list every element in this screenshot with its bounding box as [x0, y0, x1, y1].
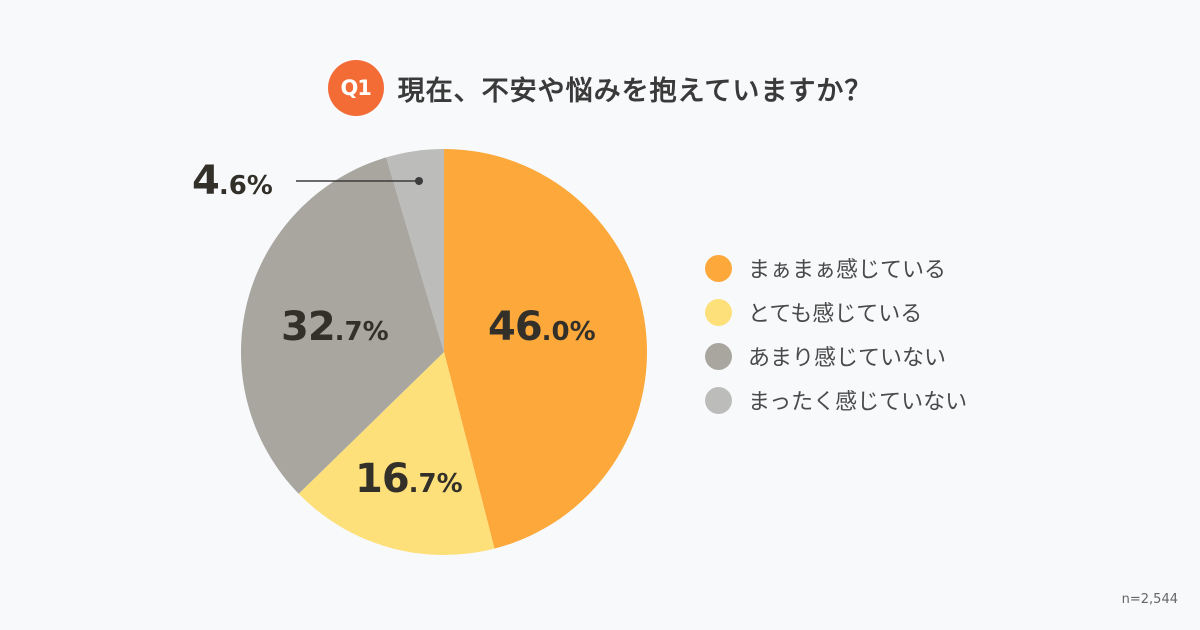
legend-item-not-at-all: まったく感じていない	[705, 378, 967, 422]
chart-title-row: Q1 現在、不安や悩みを抱えていますか？	[0, 60, 1200, 116]
leader-dot	[415, 177, 423, 185]
slice-somewhat	[444, 149, 647, 549]
chart-title: 現在、不安や悩みを抱えていますか？	[397, 75, 873, 107]
legend: まぁまぁ感じている とても感じている あまり感じていない まったく感じていない	[705, 246, 967, 422]
legend-label: あまり感じていない	[748, 346, 947, 371]
slice-label-not-much: 32.7%	[281, 304, 389, 350]
legend-swatch	[705, 298, 732, 326]
slice-label-not-at-all: 4.6%	[192, 158, 273, 204]
legend-label: まぁまぁ感じている	[748, 258, 947, 283]
legend-item-very: とても感じている	[705, 290, 967, 334]
legend-swatch	[705, 254, 732, 282]
slice-very	[298, 352, 495, 555]
legend-item-not-much: あまり感じていない	[705, 334, 967, 378]
question-badge: Q1	[327, 60, 384, 116]
legend-label: とても感じている	[748, 302, 923, 327]
slice-not-at-all	[386, 149, 444, 352]
slice-label-very: 16.7%	[355, 456, 463, 502]
slice-label-somewhat: 46.0%	[488, 304, 596, 350]
legend-item-somewhat: まぁまぁ感じている	[705, 246, 967, 290]
legend-swatch	[705, 342, 732, 370]
legend-swatch	[705, 386, 732, 414]
legend-label: まったく感じていない	[748, 390, 968, 415]
slice-not-much	[241, 157, 444, 494]
sample-size-note: n=2,544	[1121, 592, 1178, 607]
